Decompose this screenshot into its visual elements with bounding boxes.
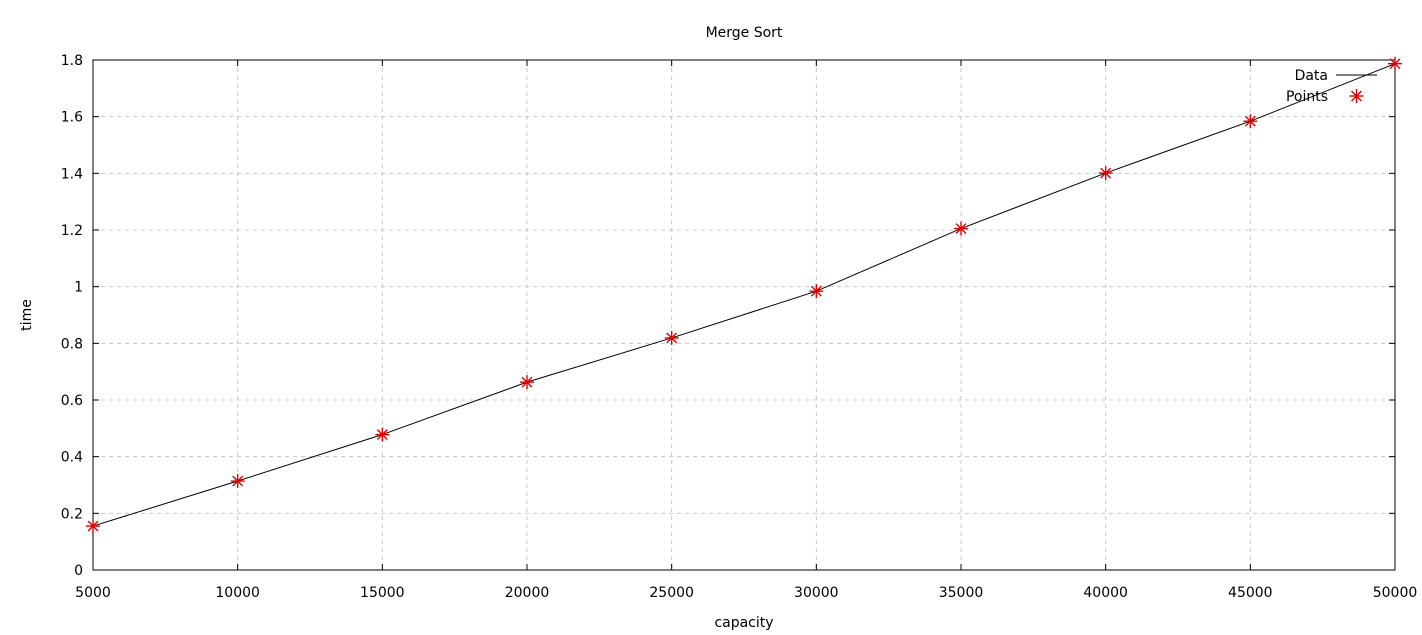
chart-title: Merge Sort	[706, 25, 783, 41]
data-point	[664, 330, 679, 345]
x-tick-label: 50000	[1373, 585, 1418, 601]
data-point	[954, 221, 968, 236]
y-tick-label: 0.8	[61, 336, 83, 352]
y-tick-label: 0.4	[61, 450, 83, 466]
data-point	[520, 375, 534, 390]
data-point	[809, 284, 824, 299]
x-tick-label: 20000	[505, 585, 550, 601]
legend-point-sample	[1349, 89, 1364, 103]
data-point	[375, 427, 390, 442]
data-point	[1098, 166, 1113, 181]
x-tick-label: 5000	[75, 585, 111, 601]
legend: Data Points	[1286, 68, 1377, 105]
x-tick-label: 30000	[794, 585, 839, 601]
x-axis-title: capacity	[714, 615, 773, 631]
y-tick-label: 0.6	[61, 393, 83, 409]
y-tick-label: 1.8	[61, 53, 83, 69]
series-line-data	[92, 63, 1396, 527]
x-tick-label: 45000	[1228, 585, 1273, 601]
y-tick-label: 0	[74, 563, 83, 579]
legend-label: Data	[1295, 68, 1328, 84]
y-tick-label: 1.2	[61, 223, 83, 239]
data-point	[230, 474, 245, 489]
data-point	[86, 519, 100, 534]
plot-frame	[92, 59, 1396, 571]
axis-ticks: 5000 10000 15000 20000 25000 30000 35000 40000 4…	[61, 53, 1418, 601]
x-tick-label: 10000	[215, 585, 260, 601]
grid-lines	[93, 60, 1395, 570]
y-tick-label: 0.2	[61, 506, 83, 522]
x-tick-label: 35000	[939, 585, 984, 601]
legend-label: Points	[1286, 89, 1328, 105]
x-tick-label: 40000	[1083, 585, 1128, 601]
x-tick-label: 25000	[649, 585, 694, 601]
data-point	[1243, 114, 1258, 129]
series-layer	[86, 56, 1402, 534]
y-tick-label: 1.6	[61, 110, 83, 126]
y-axis-title: time	[19, 299, 35, 331]
data-point	[1388, 56, 1402, 71]
x-tick-label: 15000	[360, 585, 405, 601]
y-tick-label: 1.4	[61, 166, 83, 182]
y-tick-label: 1	[74, 280, 83, 296]
